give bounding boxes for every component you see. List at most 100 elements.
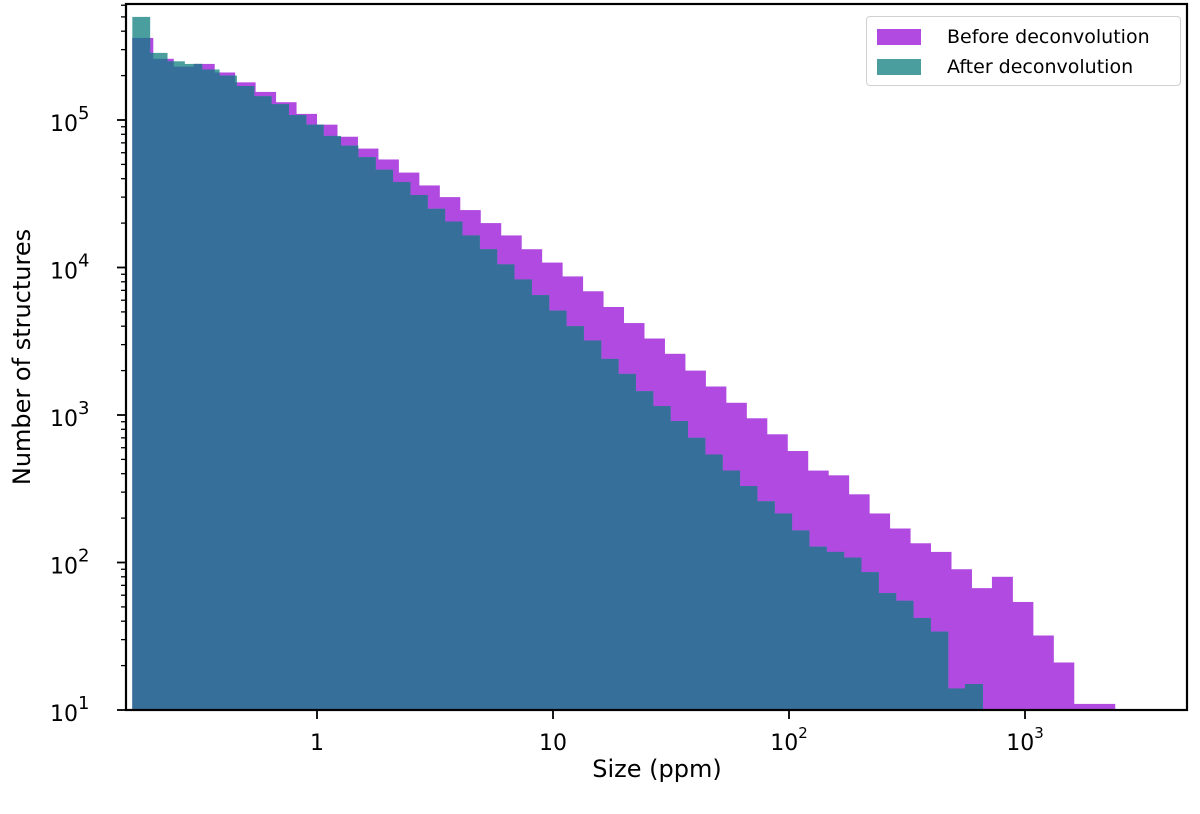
overlap-bar <box>910 600 914 710</box>
overlap-bar <box>521 279 532 710</box>
overlap-bar <box>889 593 897 710</box>
overlap-bar <box>687 437 706 710</box>
overlap-bar <box>766 501 775 710</box>
overlap-bars <box>132 37 983 711</box>
overlap-bar <box>377 169 394 710</box>
overlap-bar <box>848 557 862 710</box>
overlap-bar <box>513 279 522 710</box>
overlap-bar <box>722 470 727 710</box>
overlap-bar <box>704 454 706 710</box>
x-tick-label: 102 <box>770 724 808 756</box>
overlap-bar <box>600 358 604 710</box>
overlap-bar <box>271 104 277 711</box>
before-bar <box>971 588 993 710</box>
overlap-bar <box>739 486 747 710</box>
axes-frame <box>124 2 1189 712</box>
y-tick-label: 105 <box>50 103 89 137</box>
overlap-bar <box>219 75 236 710</box>
overlap-bar <box>255 96 272 710</box>
overlap-bar <box>201 69 215 710</box>
overlap-bar <box>418 195 428 710</box>
overlap-bar <box>791 530 809 710</box>
overlap-bar <box>684 421 688 710</box>
overlap-bar <box>236 86 255 710</box>
overlap-bar <box>193 63 203 711</box>
overlap-bar <box>531 295 543 710</box>
overlap-bar <box>603 358 619 710</box>
overlap-bar <box>652 406 665 710</box>
before-bar <box>1012 601 1034 710</box>
overlap-bar <box>340 145 358 711</box>
overlap-bar <box>541 295 550 710</box>
overlap-bar <box>480 249 498 711</box>
overlap-bar <box>860 572 870 710</box>
y-tick-label: 101 <box>50 693 89 727</box>
y-tick-label: 102 <box>50 546 89 580</box>
overlap-bar <box>496 264 502 710</box>
overlap-bar <box>826 551 829 710</box>
before-bar <box>1053 662 1075 710</box>
before-bar <box>1073 703 1095 710</box>
overlap-bar <box>623 373 636 710</box>
overlap-bar <box>323 135 338 711</box>
overlap-bar <box>807 530 810 710</box>
overlap-bar <box>774 513 788 710</box>
y-axis-ticks: 101 102 103 104 105 <box>50 4 126 727</box>
overlap-bar <box>479 249 481 711</box>
overlap-bar <box>787 513 793 710</box>
overlap-bar <box>253 96 256 710</box>
overlap-bar <box>548 310 563 710</box>
overlap-bar <box>756 501 768 710</box>
overlap-bar <box>288 115 297 710</box>
overlap-bar <box>635 391 645 710</box>
overlap-bar <box>392 181 399 710</box>
overlap-bar <box>152 58 168 710</box>
overlap-bar <box>828 551 845 710</box>
overlap-bar <box>965 684 972 710</box>
overlap-bar <box>173 66 185 710</box>
overlap-bar <box>947 688 952 710</box>
overlap-bar <box>459 221 463 711</box>
overlap-bar <box>562 310 567 710</box>
overlap-bar <box>149 52 154 710</box>
overlap-bar <box>427 208 440 711</box>
legend-label-after: After deconvolution <box>947 56 1134 78</box>
overlap-bar <box>336 136 342 710</box>
x-axis-label: Size (ppm) <box>592 755 721 783</box>
overlap-bar <box>705 454 723 710</box>
legend-item-after: After deconvolution <box>877 55 1133 79</box>
overlap-bar <box>132 37 151 711</box>
overlap-bar <box>398 181 411 710</box>
overlap-bar <box>275 104 289 711</box>
overlap-bar <box>950 688 966 710</box>
overlap-bar <box>582 326 584 710</box>
overlap-bar <box>375 169 379 710</box>
overlap-bar <box>746 486 758 710</box>
legend-label-before: Before deconvolution <box>947 26 1150 48</box>
before-bar <box>1032 635 1054 710</box>
overlap-bar <box>444 221 461 711</box>
overlap-bar <box>500 264 515 710</box>
overlap-bar <box>843 557 850 710</box>
overlap-bar <box>167 61 174 711</box>
y-axis-label: Number of structures <box>8 229 36 485</box>
overlap-bar <box>184 66 195 710</box>
x-tick-label: 103 <box>1006 724 1044 756</box>
before-bar <box>991 576 1013 710</box>
overlap-bar <box>895 600 911 710</box>
before-bar <box>1094 703 1116 710</box>
overlap-bar <box>643 391 654 710</box>
overlap-bar <box>583 340 602 710</box>
overlap-bar <box>214 72 220 710</box>
overlap-bar <box>357 157 376 710</box>
legend: Before deconvolution After deconvolution <box>866 16 1181 86</box>
overlap-bar <box>566 326 584 710</box>
overlap-bar <box>409 195 420 710</box>
overlap-bar <box>439 208 446 711</box>
overlap-bar <box>808 546 827 710</box>
overlap-bar <box>913 618 931 710</box>
overlap-bar <box>971 684 983 710</box>
overlap-bar <box>234 82 237 711</box>
overlap-bar <box>725 470 741 710</box>
x-tick-label: 10 <box>539 731 567 756</box>
